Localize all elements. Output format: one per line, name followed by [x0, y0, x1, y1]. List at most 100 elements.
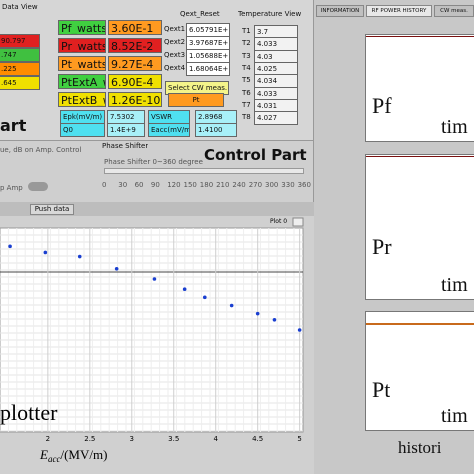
phase-scale-label: 300 — [265, 181, 279, 189]
history-axis: tim — [441, 116, 468, 138]
tab[interactable]: INFORMATION — [316, 5, 364, 17]
data-point — [152, 277, 157, 281]
x-axis-label-part: E — [39, 447, 48, 462]
temp-label: T2 — [242, 39, 251, 48]
control-title: Control Part — [204, 146, 307, 164]
power-label: PtExtB_w — [58, 92, 106, 107]
section-title: Data View — [2, 3, 38, 11]
phase-scale-label: 60 — [134, 181, 144, 189]
temp-label: T5 — [242, 76, 251, 85]
tab[interactable]: CW meas. — [434, 5, 474, 17]
data-point — [297, 328, 302, 332]
temp-label: T6 — [242, 88, 251, 97]
power-value: 6.90E-4 — [108, 74, 162, 89]
power-value: 8.52E-2 — [108, 38, 162, 53]
qext-label: Qext3 — [164, 51, 186, 59]
history-trace — [366, 156, 474, 157]
power-label: PtExtA_w — [58, 74, 106, 89]
power-label: Pr_watts — [58, 38, 106, 53]
temp-value: 4.034 — [254, 74, 298, 89]
power-value: 1.26E-103 — [108, 92, 162, 107]
button-bar — [0, 202, 314, 216]
phase-caption: Phase Shifter 0~360 degree — [104, 158, 203, 166]
data-point — [77, 254, 82, 259]
temp-label: T8 — [242, 113, 251, 122]
phase-scale-label: 0 — [102, 181, 107, 189]
data-value: .225 — [0, 62, 40, 76]
phase-scale-label: 360 — [297, 181, 311, 189]
x-axis-label-part: /(MV/m) — [60, 447, 107, 462]
data-point — [202, 295, 207, 300]
chart-title: plotter — [0, 400, 58, 425]
phase-scale-label: 120 — [167, 181, 181, 189]
history-label: Pt — [372, 377, 391, 402]
x-axis-label: Eacc/(MV/m) — [39, 447, 107, 464]
qext-value: 1.68064E+11 — [186, 62, 230, 76]
qext-value: 1.05688E+11 — [186, 49, 230, 63]
phase-scale-label: 150 — [183, 181, 197, 189]
temp-label: T4 — [242, 63, 251, 72]
data-value: .645 — [0, 76, 40, 90]
push-button[interactable]: Push data — [30, 204, 74, 215]
measure-label: VSWR — [148, 110, 190, 124]
phase-scale-label: 330 — [281, 181, 295, 189]
data-point — [43, 250, 48, 255]
x-tick-label: 4 — [213, 435, 218, 443]
measure-value: 1.4E+9 — [107, 123, 145, 137]
measure-value: 7.5302 — [107, 110, 145, 124]
scatter-plot: 2 2.5 3 3.5 4 4.5 5 Plot 0 plotter Eacc/(MV/m) — [0, 217, 304, 464]
data-value: .747 — [0, 48, 40, 62]
measure-value: 1.4100 — [195, 123, 237, 137]
qext-label: Qext4 — [164, 64, 186, 72]
history-axis: tim — [441, 274, 468, 296]
data-point — [255, 311, 260, 316]
amp-button[interactable]: p Amp — [0, 184, 23, 192]
qext-label: Qext2 — [164, 38, 186, 46]
x-tick-label: 4.5 — [252, 435, 263, 443]
data-point — [8, 244, 12, 249]
x-axis-label-part: acc — [48, 454, 61, 464]
qext-label: Qext1 — [164, 25, 186, 33]
plot-button[interactable] — [292, 217, 304, 227]
measure-label: Epk(mV/m) — [60, 110, 105, 124]
history-trace — [366, 323, 474, 325]
plot-label: Plot 0 — [270, 218, 287, 225]
history-plot — [365, 34, 474, 142]
history-plot — [365, 154, 474, 300]
amp-toggle[interactable] — [28, 182, 48, 191]
x-tick-label: 2 — [46, 435, 50, 443]
phase-scale-label: 90 — [150, 181, 160, 189]
temp-label: T3 — [242, 51, 251, 60]
power-label: Pf_watts — [58, 20, 106, 35]
section-title: Qext_Reset — [180, 10, 220, 18]
history-label: Pf — [372, 93, 392, 119]
qext-value: 3.97687E+11 — [186, 36, 230, 50]
cw-select-dropdown[interactable]: Pt — [168, 93, 224, 107]
tab[interactable]: RF POWER HISTORY — [366, 5, 432, 17]
data-value: 90.797 — [0, 34, 40, 48]
temp-value: 4.027 — [254, 111, 298, 126]
history-footer: histori — [398, 438, 442, 457]
x-tick-label: 3 — [130, 435, 134, 443]
data-point — [229, 303, 234, 308]
phase-scale-label: 240 — [232, 181, 246, 189]
power-value: 3.60E-1 — [108, 20, 162, 35]
measure-label: Q0 — [60, 123, 105, 137]
phase-scale-label: 270 — [248, 181, 263, 189]
measure-label: Eacc(mV/m) — [148, 123, 190, 137]
data-point — [272, 318, 277, 322]
section-title: Temperature View — [238, 10, 302, 18]
x-tick-label: 5 — [297, 435, 301, 443]
phase-slider[interactable] — [104, 168, 304, 174]
temp-label: T7 — [242, 100, 251, 109]
part-label: art — [0, 116, 27, 135]
qext-value: 6.05791E+12 — [186, 23, 230, 37]
phase-scale-label: 210 — [216, 181, 230, 189]
history-axis: tim — [441, 405, 468, 427]
temp-label: T1 — [242, 27, 251, 35]
power-label: Pt_watts — [58, 56, 106, 71]
history-label: Pr — [372, 234, 392, 260]
phase-title: Phase Shifter — [102, 142, 149, 150]
power-value: 9.27E-4 — [108, 56, 162, 71]
